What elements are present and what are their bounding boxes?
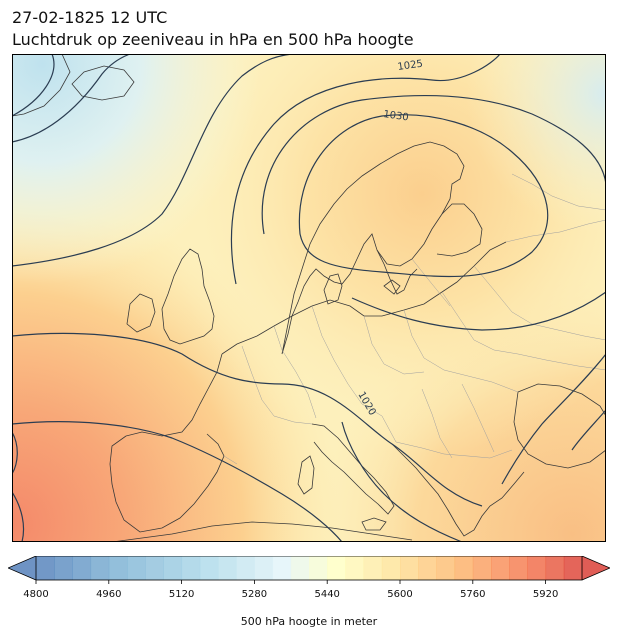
country-borders bbox=[223, 173, 606, 465]
colorbar-swatches bbox=[36, 556, 583, 580]
colorbar-swatch bbox=[454, 556, 474, 580]
colorbar-swatch bbox=[491, 556, 510, 580]
colorbar-extend-low bbox=[8, 556, 36, 580]
colorbar-tick-label: 4960 bbox=[96, 589, 121, 600]
colorbar-swatch bbox=[236, 556, 255, 580]
colorbar-swatch bbox=[363, 556, 383, 580]
colorbar-swatch bbox=[436, 556, 456, 580]
colorbar-swatch bbox=[108, 556, 128, 580]
colorbar-swatch bbox=[418, 556, 437, 580]
map-frame bbox=[12, 54, 606, 542]
map-datetime: 27-02-1825 12 UTC bbox=[12, 8, 168, 27]
colorbar-ticks: 4800 4960 5120 5280 5440 5600 5760 5920 bbox=[23, 580, 558, 600]
colorbar-swatch bbox=[472, 556, 492, 580]
colorbar-swatch bbox=[145, 556, 164, 580]
colorbar-swatch bbox=[36, 556, 55, 580]
colorbar-swatch bbox=[290, 556, 310, 580]
weather-map: 1025 1030 1020 bbox=[12, 54, 606, 542]
colorbar-tick-label: 5760 bbox=[460, 589, 485, 600]
colorbar-swatch bbox=[127, 556, 146, 580]
colorbar-swatch bbox=[254, 556, 274, 580]
colorbar-swatch bbox=[509, 556, 528, 580]
colorbar-swatch bbox=[163, 556, 183, 580]
isobar-label-1025: 1025 bbox=[397, 59, 424, 73]
isobar-label-1030: 1030 bbox=[383, 109, 410, 123]
colorbar-swatch bbox=[72, 556, 92, 580]
colorbar-swatch bbox=[400, 556, 419, 580]
coastlines bbox=[12, 54, 606, 542]
colorbar-tick-label: 5600 bbox=[387, 589, 412, 600]
colorbar-tick-label: 5120 bbox=[169, 589, 194, 600]
colorbar-tick-label: 5920 bbox=[533, 589, 558, 600]
colorbar-swatch bbox=[90, 556, 110, 580]
colorbar-swatch bbox=[527, 556, 547, 580]
colorbar-swatch bbox=[381, 556, 401, 580]
colorbar-swatch bbox=[327, 556, 346, 580]
colorbar-outline-ends bbox=[8, 556, 37, 581]
colorbar-tick-label: 5440 bbox=[314, 589, 339, 600]
map-title: Luchtdruk op zeeniveau in hPa en 500 hPa… bbox=[12, 30, 414, 49]
colorbar-label: 500 hPa hoogte in meter bbox=[241, 615, 378, 628]
colorbar-swatch bbox=[181, 556, 201, 580]
colorbar-swatch bbox=[345, 556, 365, 580]
colorbar-tick-label: 5280 bbox=[242, 589, 267, 600]
colorbar-swatch bbox=[272, 556, 292, 580]
colorbar-tick-label: 4800 bbox=[23, 589, 48, 600]
isobars bbox=[12, 54, 606, 542]
colorbar-swatch bbox=[199, 556, 219, 580]
colorbar-swatch bbox=[563, 556, 583, 580]
colorbar-swatch bbox=[54, 556, 73, 580]
colorbar-swatch bbox=[309, 556, 328, 580]
colorbar: 4800 4960 5120 5280 5440 5600 5760 5920 500 hPa… bbox=[8, 556, 610, 628]
colorbar-outline-ends-right bbox=[581, 556, 610, 581]
colorbar-swatch bbox=[218, 556, 237, 580]
colorbar-extend-high bbox=[582, 556, 610, 580]
colorbar-swatch bbox=[545, 556, 565, 580]
colorbar-frame bbox=[35, 556, 583, 581]
